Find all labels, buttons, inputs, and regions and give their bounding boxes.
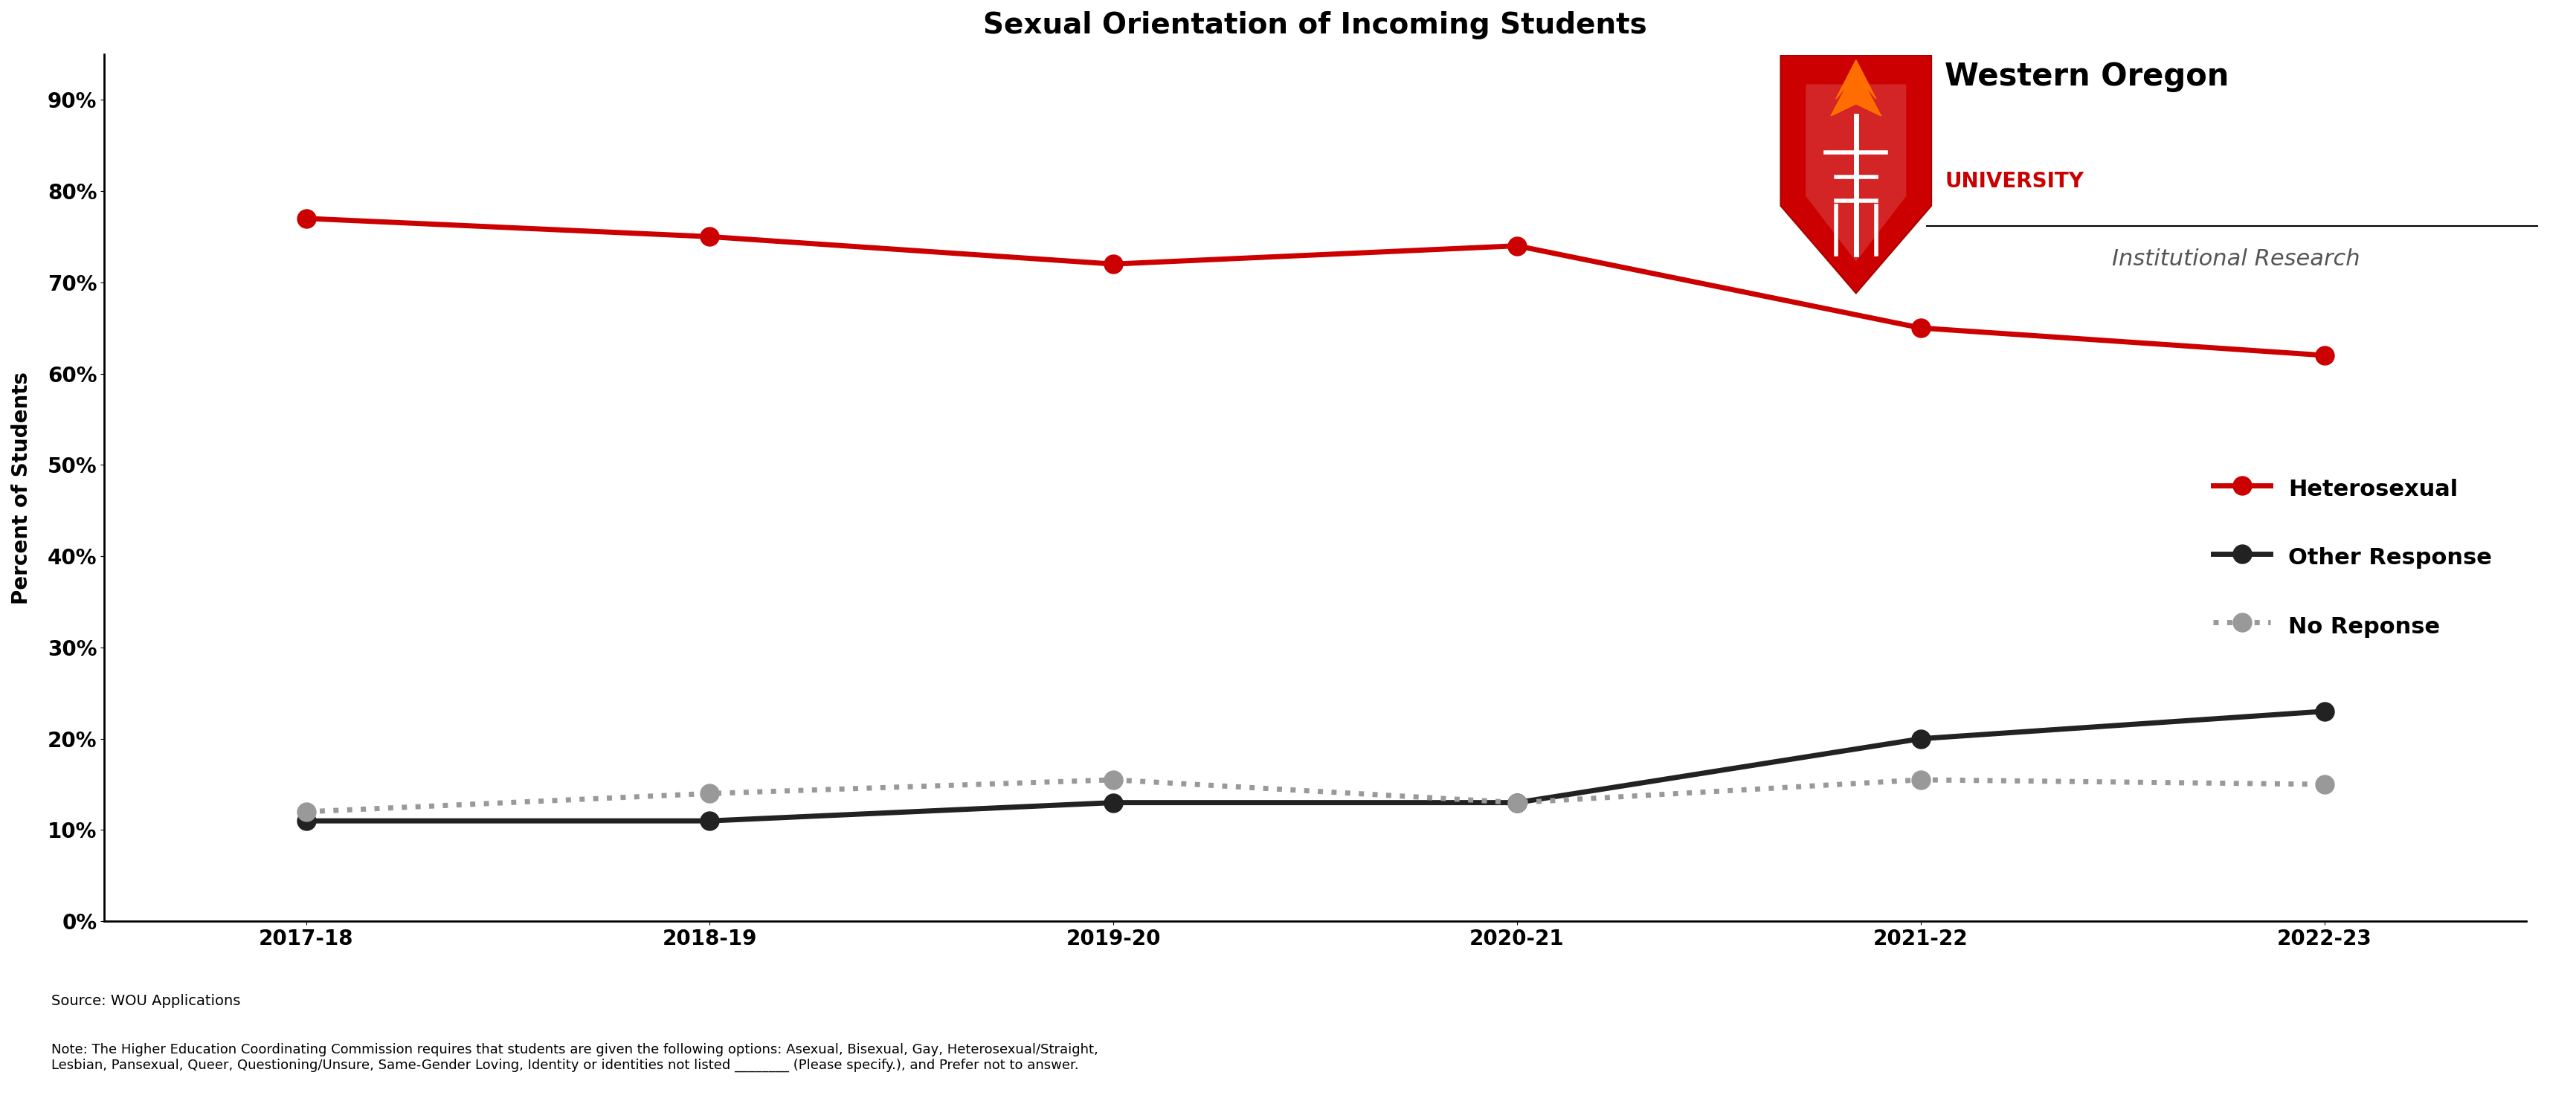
Polygon shape [1780,55,1932,294]
Title: Sexual Orientation of Incoming Students: Sexual Orientation of Incoming Students [984,11,1646,40]
Text: Western Oregon: Western Oregon [1945,61,2228,92]
Y-axis label: Percent of Students: Percent of Students [10,371,31,604]
Polygon shape [1832,60,1880,116]
Text: UNIVERSITY: UNIVERSITY [1945,171,2084,192]
Text: Note: The Higher Education Coordinating Commission requires that students are gi: Note: The Higher Education Coordinating … [52,1043,1097,1072]
Polygon shape [1806,84,1906,262]
Text: Institutional Research: Institutional Research [2112,248,2360,270]
Polygon shape [1832,60,1880,116]
Text: Source: WOU Applications: Source: WOU Applications [52,994,240,1008]
Legend: Heterosexual, Other Response, No Reponse: Heterosexual, Other Response, No Reponse [2190,452,2514,662]
